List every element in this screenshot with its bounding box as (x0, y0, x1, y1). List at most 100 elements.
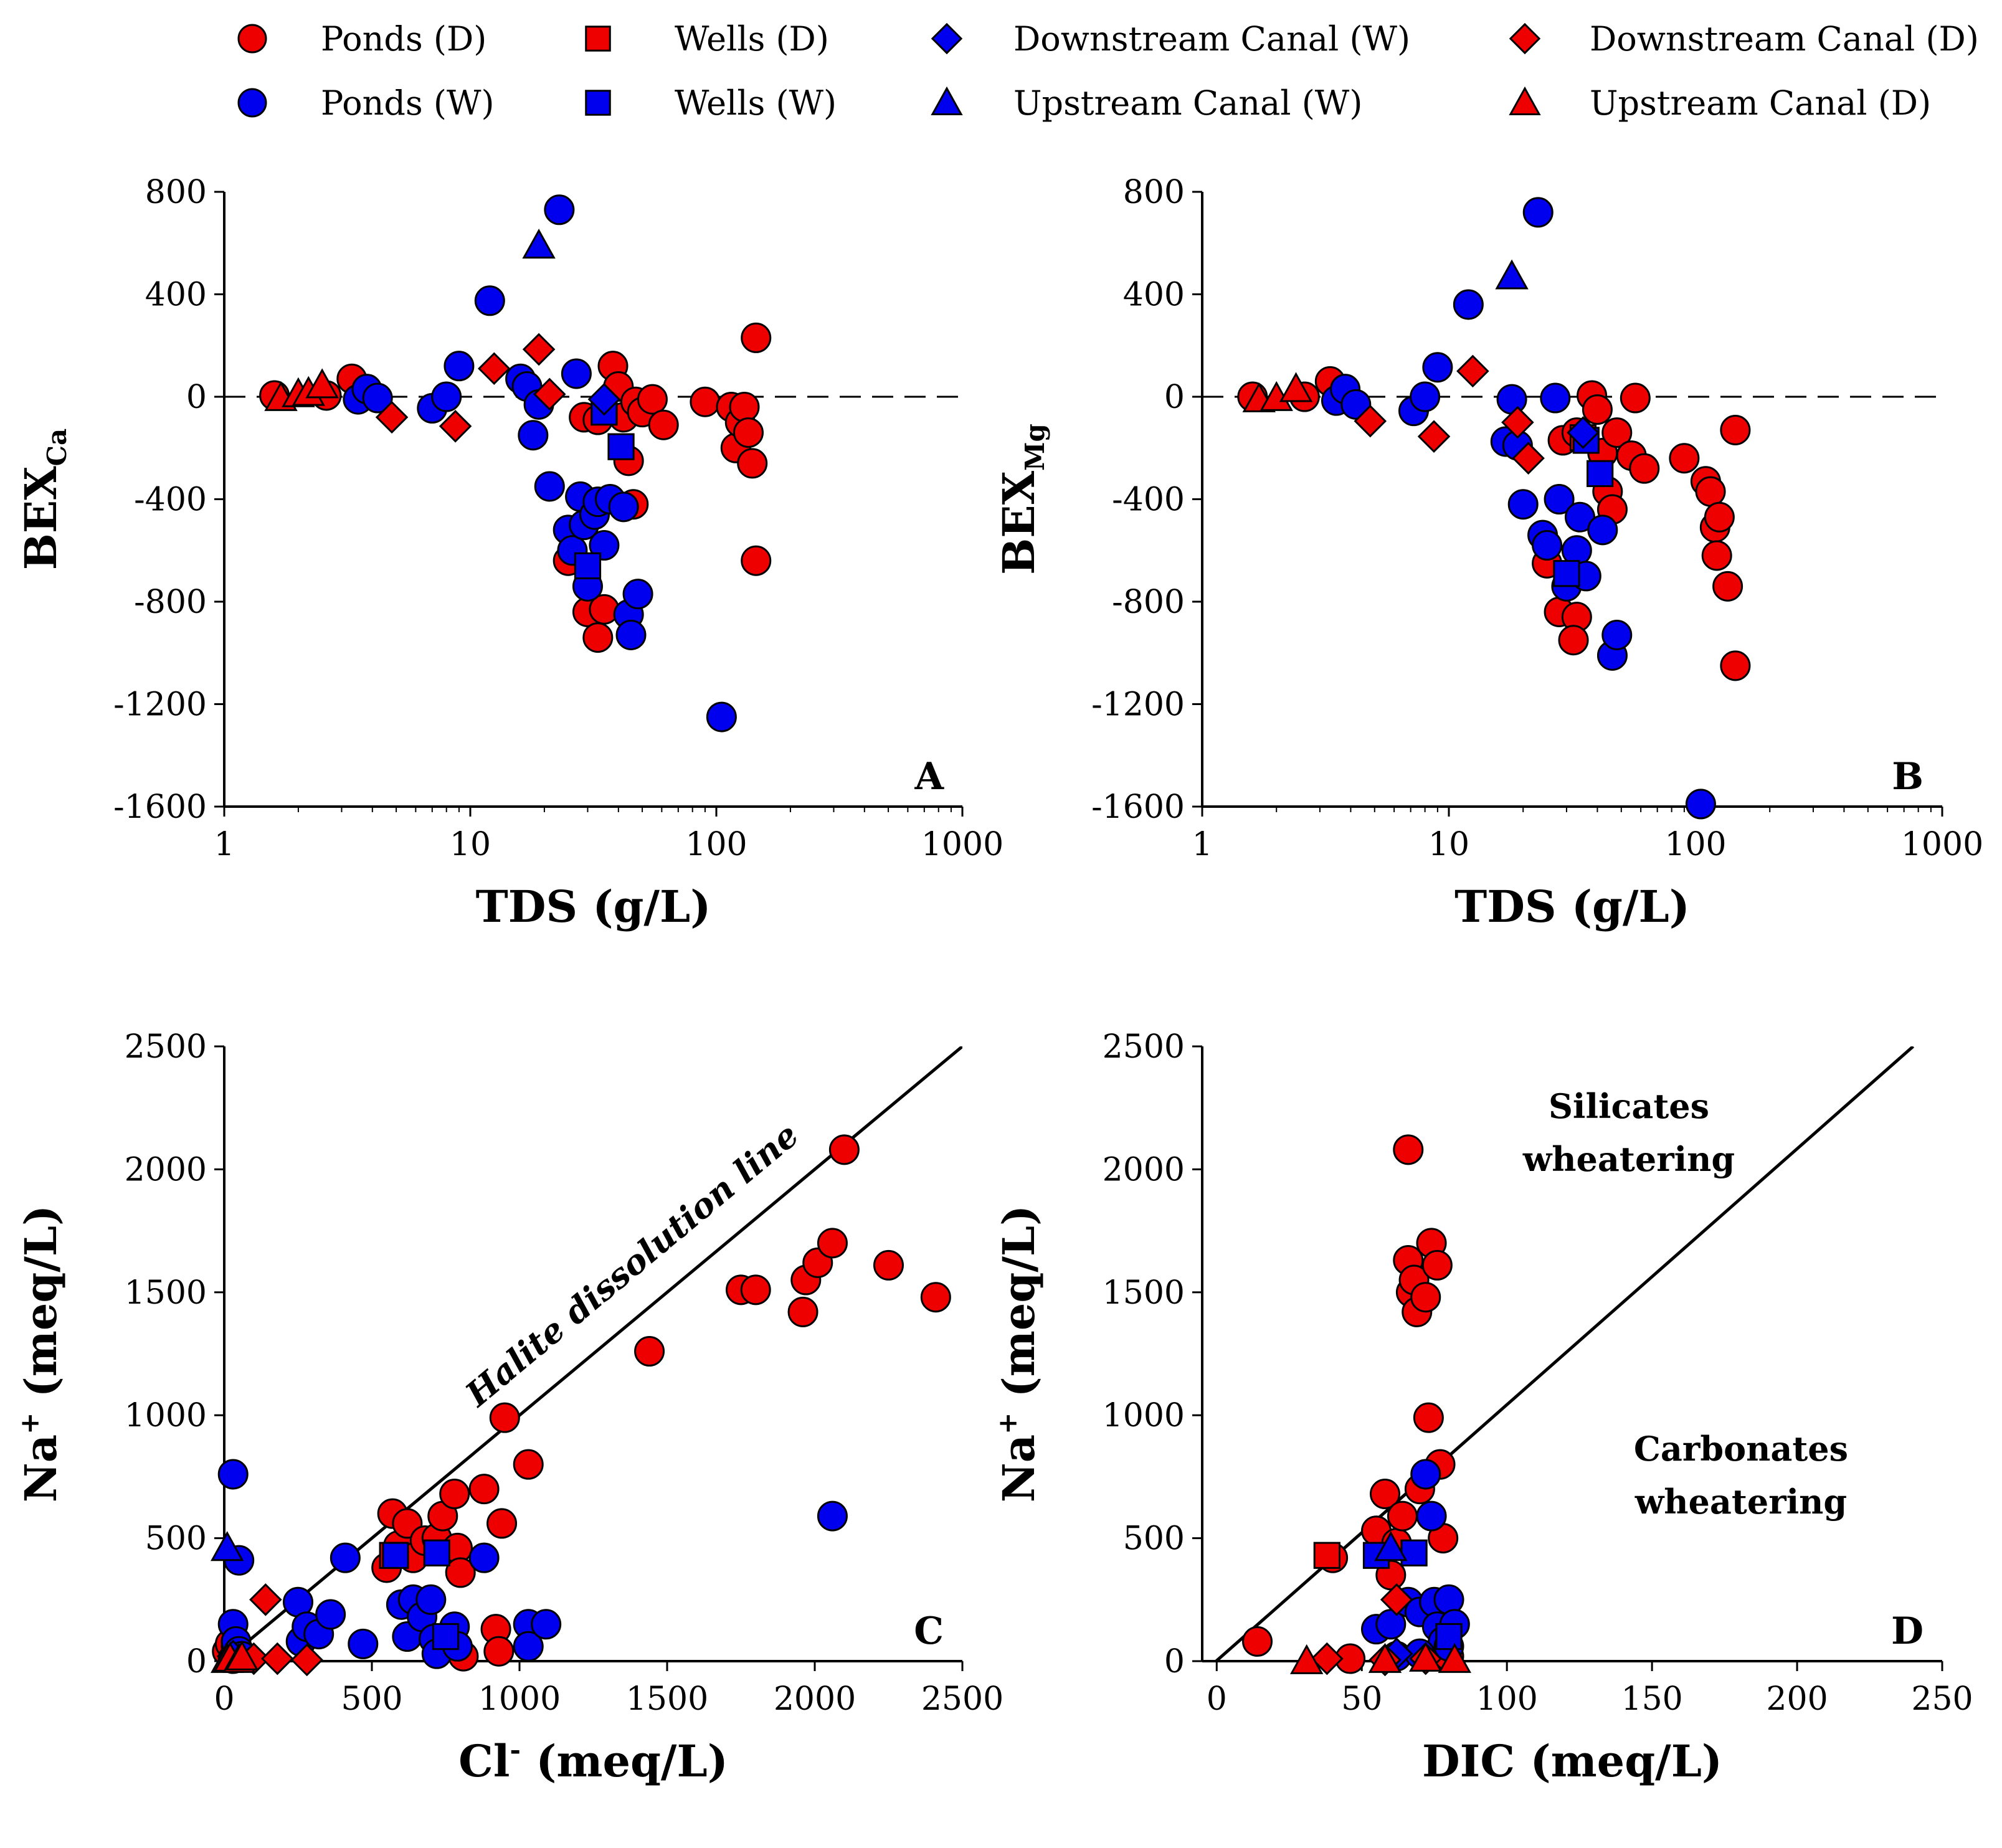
b-x-tick-label: 100 (1664, 826, 1726, 863)
c-point-ponds-d (445, 1557, 476, 1588)
a-point-ponds-w (544, 194, 575, 225)
d-x-tick-label: 150 (1621, 1680, 1682, 1718)
b-point-ponds-d (1701, 540, 1732, 571)
a-point-ponds-w (362, 382, 393, 414)
d-x-tick-label: 100 (1476, 1680, 1538, 1718)
c-point-wells-w (432, 1623, 460, 1651)
b-x-tick-label: 10 (1428, 826, 1469, 863)
a-point-ponds-w (706, 701, 737, 732)
d-y-axis-label: Na+ (meq/L) (992, 1205, 1045, 1503)
c-point-downstream-canal-d (249, 1583, 282, 1616)
a-point-ponds-w (518, 420, 549, 451)
b-x-tick-label: 1 (1192, 826, 1212, 863)
c-point-ponds-w (415, 1584, 447, 1615)
c-x-tick-label: 2500 (921, 1680, 1003, 1718)
a-point-ponds-w (431, 381, 462, 412)
c-x-tick-label: 1000 (478, 1680, 561, 1718)
c-y-tick-label: 1500 (125, 1274, 207, 1312)
c-point-downstream-canal-d (290, 1643, 323, 1677)
b-point-downstream-canal-d (1512, 442, 1545, 475)
a-point-ponds-d (648, 409, 679, 440)
c-point-ponds-d (828, 1134, 860, 1165)
a-point-ponds-d (582, 622, 614, 653)
d-y-tick-label: 500 (1123, 1520, 1185, 1558)
d-point-ponds-w (1416, 1500, 1447, 1532)
d-reference-line (1213, 1046, 1915, 1661)
legend-marker-upstream-canal-d (1509, 86, 1541, 115)
a-x-tick-label: 100 (685, 826, 747, 863)
a-y-tick-label: -1200 (113, 686, 207, 724)
b-point-ponds-d (1601, 417, 1633, 448)
d-y-tick-label: 1500 (1103, 1274, 1185, 1312)
d-point-ponds-d (1393, 1134, 1424, 1165)
b-point-ponds-w (1532, 530, 1563, 561)
c-point-ponds-w (330, 1542, 361, 1573)
c-panel-letter: C (914, 1609, 944, 1653)
region-note-1: wheatering (1522, 1139, 1735, 1179)
d-point-ponds-d (1410, 1282, 1441, 1313)
c-point-ponds-d (489, 1402, 520, 1433)
a-point-downstream-canal-w (587, 382, 621, 416)
region-note-0: Silicates (1549, 1086, 1709, 1126)
b-point-wells-w (1553, 560, 1580, 587)
c-data-points (211, 1134, 951, 1677)
a-point-ponds-w (622, 579, 653, 610)
d-y-tick-label: 0 (1164, 1643, 1185, 1680)
c-point-wells-w (382, 1542, 409, 1569)
c-point-ponds-w (348, 1628, 379, 1659)
b-point-ponds-d (1712, 571, 1743, 602)
c-point-wells-w (423, 1539, 450, 1566)
c-y-tick-label: 2000 (125, 1151, 207, 1188)
b-point-ponds-w (1410, 381, 1441, 412)
a-y-tick-label: -800 (134, 584, 207, 621)
c-x-axis-label: Cl- (meq/L) (458, 1735, 728, 1787)
a-point-wells-w (574, 552, 602, 580)
d-point-ponds-w (1410, 1459, 1441, 1490)
a-y-tick-label: -1600 (113, 789, 207, 826)
b-point-ponds-w (1587, 514, 1618, 546)
legend-marker-downstream-canal-w (931, 22, 963, 55)
a-x-tick-label: 10 (450, 826, 491, 863)
c-point-ponds-w (531, 1609, 562, 1640)
d-panel-letter: D (1891, 1609, 1924, 1653)
panel-c-chart: Halite dissolution line 2500 2000 1500 1000 5… (14, 1028, 1003, 1787)
d-x-tick-label: 250 (1911, 1680, 1973, 1718)
d-point-ponds-d (1421, 1249, 1453, 1281)
a-point-downstream-canal-d (533, 377, 566, 411)
a-y-axis-label: BEXCa (15, 429, 72, 571)
d-point-upstream-canal-d (1438, 1642, 1472, 1673)
b-x-tick-label: 1000 (1901, 826, 1983, 863)
a-point-wells-w (607, 433, 635, 460)
b-y-axis-label: BEXMg (993, 424, 1050, 575)
c-point-ponds-w (513, 1631, 544, 1662)
b-point-ponds-w (1507, 489, 1539, 520)
region-note-3: wheatering (1634, 1482, 1847, 1522)
b-panel-letter: B (1892, 755, 1924, 798)
legend-marker-wells-w (585, 90, 611, 116)
a-x-axis-label: TDS (g/L) (476, 881, 711, 932)
c-y-tick-label: 0 (186, 1643, 207, 1680)
a-point-downstream-canal-d (522, 333, 556, 366)
c-point-ponds-d (873, 1249, 904, 1281)
c-y-axis-label: Na+ (meq/L) (14, 1205, 67, 1503)
a-data-points (259, 194, 772, 732)
legend-label-wells-d: Wells (D) (675, 19, 829, 59)
legend-label-downstream-canal-d: Downstream Canal (D) (1590, 19, 1979, 59)
a-point-upstream-canal-w (522, 229, 556, 259)
b-y-tick-label: 0 (1164, 379, 1185, 416)
a-point-ponds-w (534, 471, 565, 502)
b-point-downstream-canal-d (1354, 404, 1387, 438)
a-point-downstream-canal-d (439, 410, 472, 443)
a-y-tick-label: 0 (186, 379, 207, 416)
legend-marker-ponds-d (237, 24, 267, 54)
a-point-downstream-canal-d (375, 400, 409, 434)
a-point-upstream-canal-d (305, 368, 339, 399)
c-point-ponds-d (513, 1449, 544, 1480)
d-point-upstream-canal-d (1368, 1642, 1402, 1673)
b-y-tick-label: -1200 (1091, 686, 1185, 724)
b-point-upstream-canal-d (1279, 372, 1313, 402)
b-point-downstream-canal-d (1417, 420, 1451, 453)
a-point-ponds-w (561, 358, 592, 389)
legend-label-wells-w: Wells (W) (675, 83, 837, 123)
